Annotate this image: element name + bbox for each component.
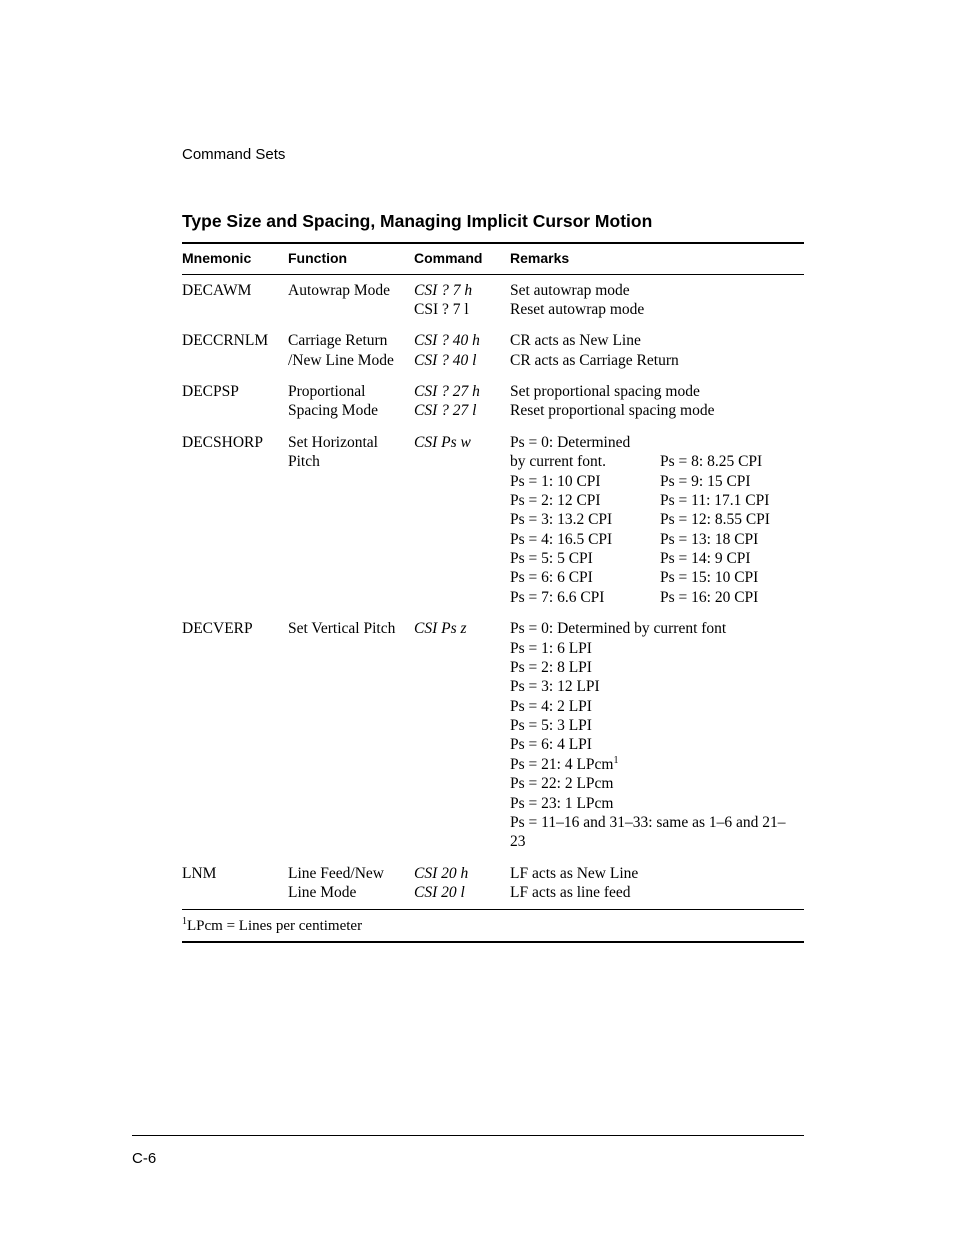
remark-line: Set proportional spacing mode [510, 382, 798, 401]
cell-command: CSI ? 40 h CSI ? 40 l [414, 325, 510, 376]
table-row: LNM Line Feed/New Line Mode CSI 20 h CSI… [182, 858, 804, 909]
cell-mnemonic: DECPSP [182, 376, 288, 427]
footnote-ref: 1 [613, 755, 618, 766]
remark-line: Ps = 2: 8 LPI [510, 658, 798, 677]
cell-remarks: LF acts as New Line LF acts as line feed [510, 858, 804, 909]
cell-function: Carriage Return /New Line Mode [288, 325, 414, 376]
cmd-line: CSI ? 40 l [414, 351, 504, 370]
cell-command: CSI ? 7 h CSI ? 7 l [414, 274, 510, 325]
section-title: Type Size and Spacing, Managing Implicit… [182, 211, 804, 232]
remark-line: Ps = 12: 8.55 CPI [660, 510, 798, 529]
remark-line: Ps = 5: 3 LPI [510, 716, 798, 735]
cell-remarks: Set proportional spacing mode Reset prop… [510, 376, 804, 427]
remark-line: Set autowrap mode [510, 281, 798, 300]
remark-line: Ps = 3: 13.2 CPI [510, 510, 660, 529]
cell-mnemonic: LNM [182, 858, 288, 909]
remark-line: Reset proportional spacing mode [510, 401, 798, 420]
cell-command: CSI Ps z [414, 613, 510, 858]
remark-line: Ps = 0: Determined [510, 433, 660, 452]
table-row: DECSHORP Set Horizontal Pitch CSI Ps w P… [182, 427, 804, 613]
remark-line: Ps = 11: 17.1 CPI [660, 491, 798, 510]
th-command: Command [414, 243, 510, 274]
cell-mnemonic: DECAWM [182, 274, 288, 325]
th-mnemonic: Mnemonic [182, 243, 288, 274]
remark-text: Ps = 21: 4 LPcm [510, 756, 613, 773]
remark-line: Ps = 3: 12 LPI [510, 677, 798, 696]
cell-function: Autowrap Mode [288, 274, 414, 325]
footnote-row: 1LPcm = Lines per centimeter [182, 909, 804, 942]
remark-line: Ps = 4: 2 LPI [510, 697, 798, 716]
remark-line: Ps = 1: 10 CPI [510, 472, 660, 491]
remark-line: Ps = 16: 20 CPI [660, 588, 798, 607]
remark-line: by current font. [510, 452, 660, 471]
cell-function: Proportional Spacing Mode [288, 376, 414, 427]
remark-line: Ps = 6: 6 CPI [510, 568, 660, 587]
th-remarks: Remarks [510, 243, 804, 274]
cmd-line: CSI ? 7 l [414, 300, 504, 319]
remark-line [660, 433, 798, 452]
remark-line: Ps = 5: 5 CPI [510, 549, 660, 568]
remark-line: Ps = 13: 18 CPI [660, 530, 798, 549]
cell-command: CSI 20 h CSI 20 l [414, 858, 510, 909]
remark-line: LF acts as New Line [510, 864, 798, 883]
spec-table: Mnemonic Function Command Remarks DECAWM… [182, 242, 804, 943]
cell-mnemonic: DECSHORP [182, 427, 288, 613]
remark-line: Ps = 11–16 and 31–33: same as 1–6 and 21… [510, 813, 798, 852]
cell-remarks: CR acts as New Line CR acts as Carriage … [510, 325, 804, 376]
cell-function: Line Feed/New Line Mode [288, 858, 414, 909]
cmd-line: CSI ? 27 l [414, 401, 504, 420]
remark-line: Ps = 2: 12 CPI [510, 491, 660, 510]
remarks-col-left: Ps = 0: Determined by current font. Ps =… [510, 433, 660, 607]
footer-rule [132, 1135, 804, 1136]
remark-line: Ps = 7: 6.6 CPI [510, 588, 660, 607]
page: Command Sets Type Size and Spacing, Mana… [0, 0, 954, 1235]
remark-line: Ps = 9: 15 CPI [660, 472, 798, 491]
cmd-line: CSI ? 40 h [414, 331, 504, 350]
remarks-twocolumn: Ps = 0: Determined by current font. Ps =… [510, 433, 798, 607]
cell-remarks: Ps = 0: Determined by current font Ps = … [510, 613, 804, 858]
cell-mnemonic: DECVERP [182, 613, 288, 858]
remark-line: CR acts as Carriage Return [510, 351, 798, 370]
remark-line: Ps = 8: 8.25 CPI [660, 452, 798, 471]
cmd-line: CSI ? 7 h [414, 281, 504, 300]
remark-line: Ps = 15: 10 CPI [660, 568, 798, 587]
remark-line: Ps = 22: 2 LPcm [510, 774, 798, 793]
remark-line: Ps = 0: Determined by current font [510, 619, 798, 638]
th-function: Function [288, 243, 414, 274]
remarks-col-right: Ps = 8: 8.25 CPI Ps = 9: 15 CPI Ps = 11:… [660, 433, 798, 607]
cell-function: Set Horizontal Pitch [288, 427, 414, 613]
header-row: Mnemonic Function Command Remarks [182, 243, 804, 274]
cell-function: Set Vertical Pitch [288, 613, 414, 858]
cell-mnemonic: DECCRNLM [182, 325, 288, 376]
cell-command: CSI ? 27 h CSI ? 27 l [414, 376, 510, 427]
remark-line: LF acts as line feed [510, 883, 798, 902]
table-row: DECCRNLM Carriage Return /New Line Mode … [182, 325, 804, 376]
table-row: DECVERP Set Vertical Pitch CSI Ps z Ps =… [182, 613, 804, 858]
remark-line: Reset autowrap mode [510, 300, 798, 319]
cmd-line: CSI ? 27 h [414, 382, 504, 401]
cmd-line: CSI 20 l [414, 883, 504, 902]
remark-line: Ps = 23: 1 LPcm [510, 794, 798, 813]
footnote-text: LPcm = Lines per centimeter [187, 918, 362, 934]
page-number: C-6 [132, 1150, 156, 1167]
remark-line: Ps = 4: 16.5 CPI [510, 530, 660, 549]
remark-line: Ps = 21: 4 LPcm1 [510, 755, 798, 775]
cmd-line: CSI 20 h [414, 864, 504, 883]
running-head: Command Sets [182, 146, 804, 163]
cell-remarks: Ps = 0: Determined by current font. Ps =… [510, 427, 804, 613]
remark-line: Ps = 14: 9 CPI [660, 549, 798, 568]
cell-remarks: Set autowrap mode Reset autowrap mode [510, 274, 804, 325]
remark-line: Ps = 6: 4 LPI [510, 735, 798, 754]
cell-command: CSI Ps w [414, 427, 510, 613]
remark-line: Ps = 1: 6 LPI [510, 639, 798, 658]
table-row: DECAWM Autowrap Mode CSI ? 7 h CSI ? 7 l… [182, 274, 804, 325]
footnote-cell: 1LPcm = Lines per centimeter [182, 909, 804, 942]
remark-line: CR acts as New Line [510, 331, 798, 350]
table-row: DECPSP Proportional Spacing Mode CSI ? 2… [182, 376, 804, 427]
